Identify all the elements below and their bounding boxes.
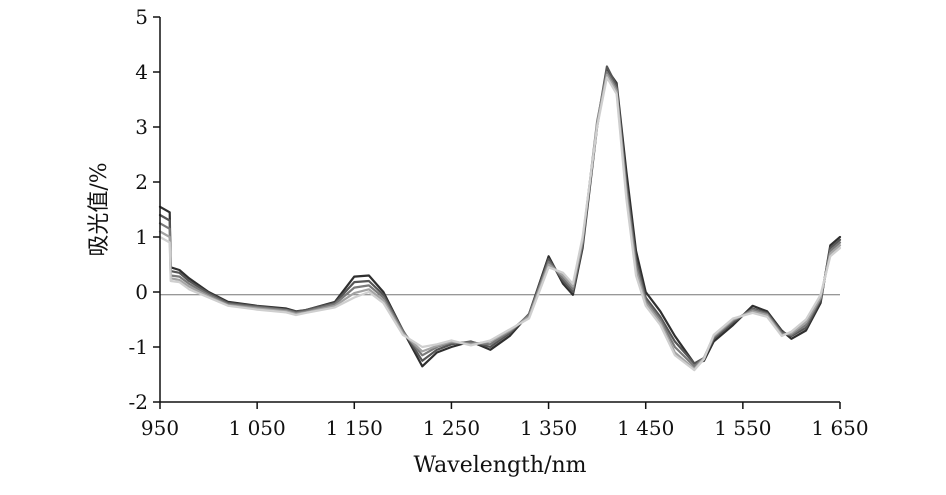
- y-tick-label: 4: [135, 60, 148, 84]
- x-tick-label: 1 550: [714, 416, 771, 440]
- axes: -2 -1 0 1 2 3 4 5 950 1 050 1 150 1 250 1 350 1 450 1 …: [129, 5, 869, 440]
- y-tick-label: 0: [135, 280, 148, 304]
- y-axis-title: 吸光值/%: [87, 162, 112, 256]
- x-tick-label: 1 050: [229, 416, 286, 440]
- y-tick-label: -1: [129, 335, 148, 359]
- series-group: [158, 65, 842, 372]
- spectrum-line-1: [158, 68, 842, 368]
- spectrum-line-5: [158, 76, 842, 372]
- x-axis-title: Wavelength/nm: [413, 453, 586, 478]
- x-tick-label: 1 350: [520, 416, 577, 440]
- y-tick-label: 5: [135, 5, 148, 29]
- x-tick-label: 1 150: [326, 416, 383, 440]
- x-tick-label: 950: [141, 416, 179, 440]
- x-tick-label: 1 250: [423, 416, 480, 440]
- x-tick-label: 1 650: [811, 416, 868, 440]
- y-tick-label: 1: [135, 225, 148, 249]
- x-tick-label: 1 450: [617, 416, 674, 440]
- y-tick-label: 2: [135, 170, 148, 194]
- spectrum-line-4: [158, 73, 842, 371]
- y-tick-label: 3: [135, 115, 148, 139]
- y-tick-label: -2: [129, 390, 148, 414]
- spectrum-line-3: [158, 70, 842, 368]
